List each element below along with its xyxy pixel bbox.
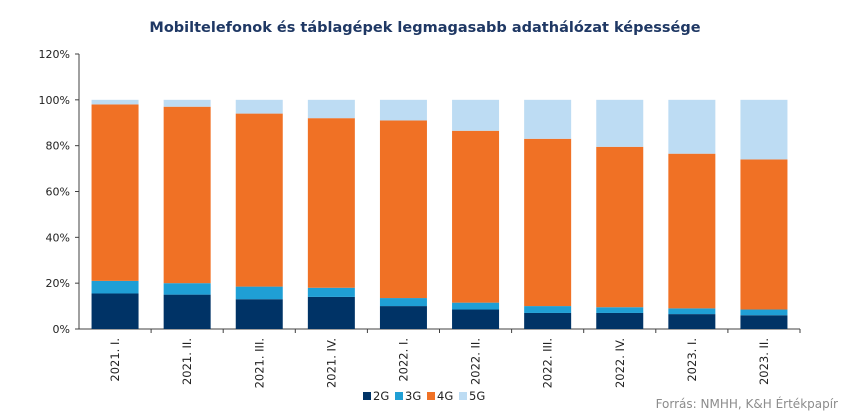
category-label: 2022. II.: [469, 338, 483, 385]
bar-4g-1: [91, 104, 139, 281]
category-label: 2022. I.: [396, 338, 410, 382]
bar-4g-4: [307, 118, 355, 288]
legend-swatch-5g: [459, 392, 467, 400]
category-label: 2021. IV.: [324, 338, 338, 388]
bar-2g-7: [524, 312, 572, 329]
category-label: 2023. II.: [757, 338, 771, 385]
bar-3g-8: [596, 307, 644, 313]
bar-5g-2: [163, 99, 211, 107]
legend-label-3g: 3G: [405, 389, 421, 403]
bar-4g-2: [163, 106, 211, 284]
bar-3g-4: [307, 287, 355, 297]
bar-4g-8: [596, 146, 644, 308]
bar-5g-9: [668, 99, 716, 154]
bar-5g-10: [740, 99, 788, 160]
bar-2g-5: [379, 306, 427, 329]
y-tick-label: 60%: [46, 186, 70, 199]
bar-2g-4: [307, 296, 355, 329]
bar-2g-1: [91, 293, 139, 329]
category-label: 2023. I.: [685, 338, 699, 382]
legend-label-5g: 5G: [469, 389, 485, 403]
source-note: Forrás: NMHH, K&H Értékpapír: [655, 397, 838, 411]
y-tick-label: 100%: [39, 94, 70, 107]
legend-label-2g: 2G: [373, 389, 389, 403]
bar-3g-1: [91, 280, 139, 294]
legend-label-4g: 4G: [437, 389, 453, 403]
bar-5g-3: [235, 99, 283, 114]
y-tick-label: 0%: [53, 323, 70, 336]
bar-2g-3: [235, 299, 283, 329]
bar-4g-10: [740, 159, 788, 310]
bar-4g-6: [452, 130, 500, 303]
bar-2g-9: [668, 314, 716, 329]
category-label: 2022. IV.: [613, 338, 627, 388]
bar-4g-3: [235, 113, 283, 287]
bar-5g-6: [452, 99, 500, 131]
bar-5g-5: [379, 99, 427, 121]
y-tick-label: 80%: [46, 140, 70, 153]
bar-2g-6: [452, 309, 500, 329]
bar-3g-3: [235, 286, 283, 300]
bar-3g-7: [524, 306, 572, 313]
bar-5g-7: [524, 99, 572, 139]
bar-2g-2: [163, 294, 211, 329]
bar-3g-6: [452, 302, 500, 310]
bar-3g-2: [163, 283, 211, 295]
bar-3g-5: [379, 298, 427, 307]
y-tick-label: 20%: [46, 277, 70, 290]
chart-title: Mobiltelefonok és táblagépek legmagasabb…: [149, 20, 701, 36]
y-tick-label: 120%: [39, 48, 70, 61]
category-label: 2022. III.: [541, 338, 555, 388]
bar-5g-1: [91, 99, 139, 105]
legend-swatch-4g: [427, 392, 435, 400]
legend-swatch-3g: [395, 392, 403, 400]
bar-4g-7: [524, 138, 572, 307]
category-label: 2021. II.: [180, 338, 194, 385]
bar-3g-9: [668, 308, 716, 315]
bar-4g-9: [668, 153, 716, 309]
bar-5g-8: [596, 99, 644, 147]
category-label: 2021. III.: [252, 338, 266, 388]
bar-2g-10: [740, 315, 788, 329]
bar-4g-5: [379, 120, 427, 299]
bar-3g-10: [740, 309, 788, 316]
y-tick-label: 40%: [46, 231, 70, 244]
bar-2g-8: [596, 312, 644, 329]
legend-swatch-2g: [363, 392, 371, 400]
category-label: 2021. I.: [108, 338, 122, 382]
bar-5g-4: [307, 99, 355, 119]
